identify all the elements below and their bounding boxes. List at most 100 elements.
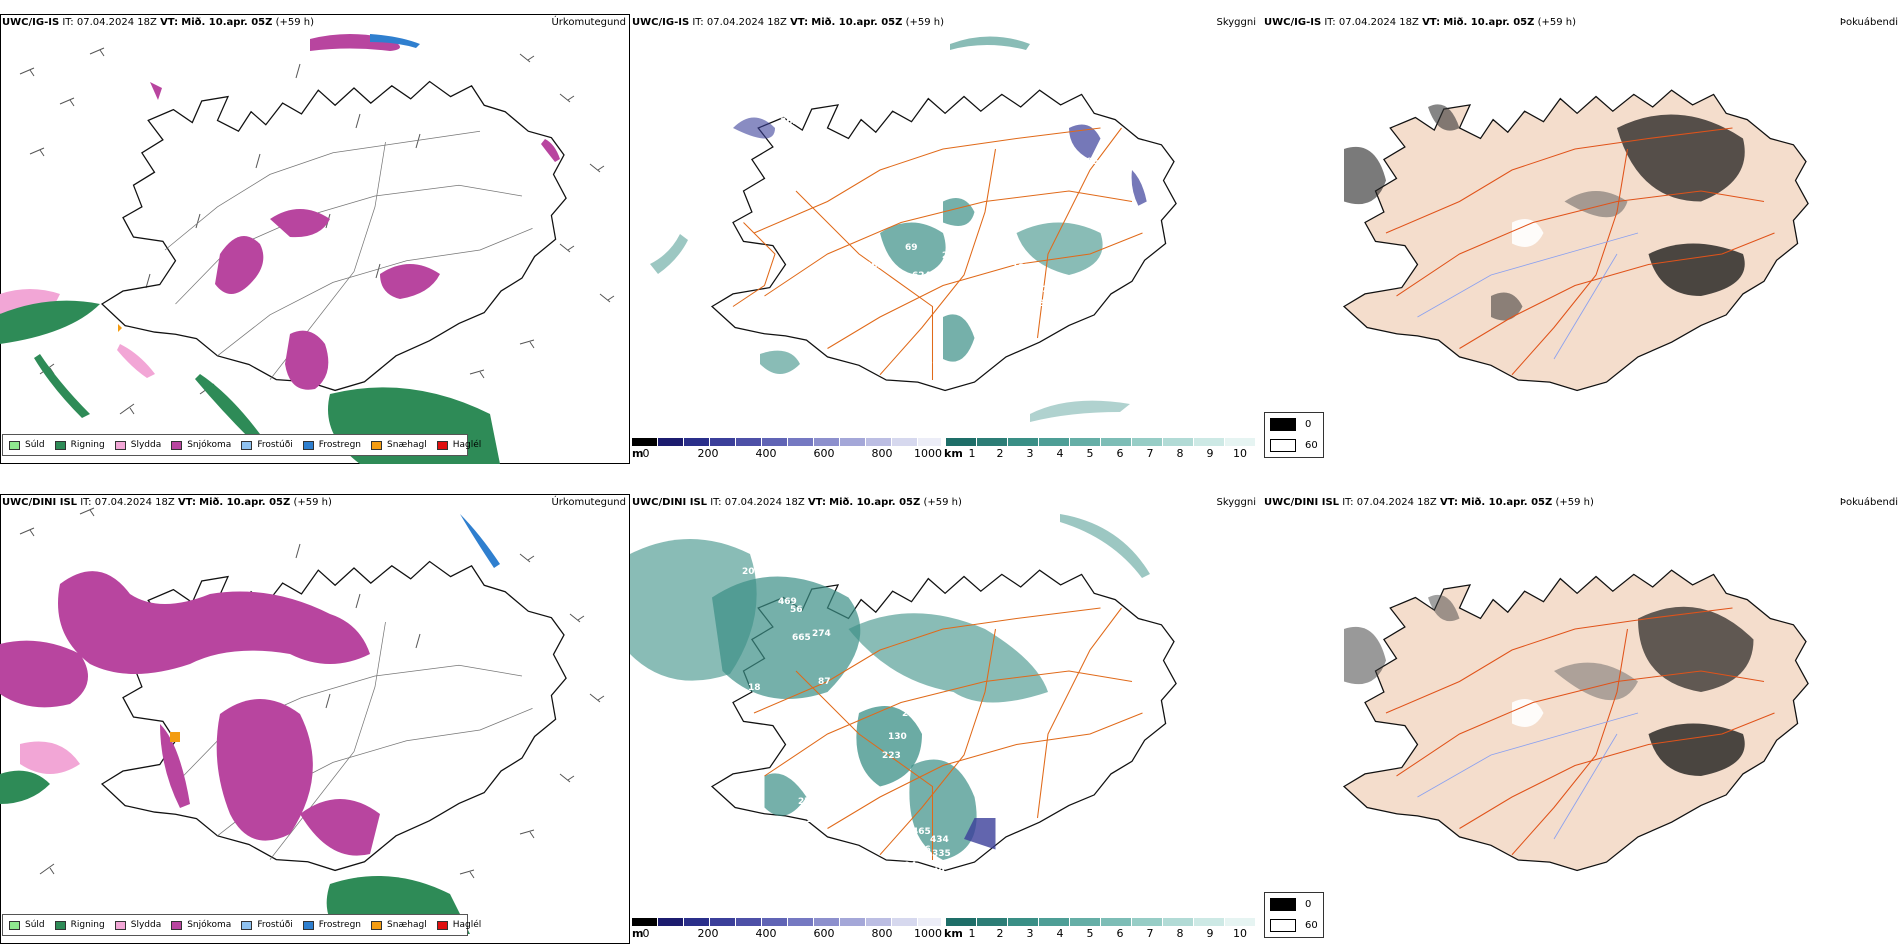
cloud-base-unit-top: m <box>632 447 644 460</box>
title-bottom-right: UWC/DINI ISL IT: 07.04.2024 18Z VT: Mið.… <box>1264 497 1594 508</box>
fog-map-canvas-top <box>1343 89 1809 392</box>
cloud-number-labels-top: 362 40 121 105 69 269 624 374 239 183 112 440 278 547… <box>780 117 1099 410</box>
cloud-base-label: 223 <box>882 751 901 761</box>
legend-slydda: Slydda <box>114 440 161 450</box>
tick: 4 <box>1056 447 1064 460</box>
tick: 200 <box>697 927 719 940</box>
legend-snaehagl: Snæhagl <box>371 920 427 930</box>
title-top-right: UWC/IG-IS IT: 07.04.2024 18Z VT: Mið. 10… <box>1264 17 1576 28</box>
cloud-base-label: 400 <box>920 359 939 369</box>
tick: 400 <box>755 447 777 460</box>
tick: 0 <box>642 447 650 460</box>
cloud-base-label: 547 <box>1070 307 1089 317</box>
tick: 400 <box>755 927 777 940</box>
visibility-map-bottom: 449 208 617 469 56 274 665 87 18 243 130 223 446 278 1… <box>630 494 1260 944</box>
tick: 200 <box>697 447 719 460</box>
fog-map-bottom: UWC/DINI ISL IT: 07.04.2024 18Z VT: Mið.… <box>1262 494 1900 944</box>
fog-legend-max: 60 <box>1305 920 1318 931</box>
cloud-base-colorbar-top: m 0 200 400 600 800 1000 <box>632 438 944 462</box>
cloud-base-label: 349 <box>926 867 945 877</box>
legend-haglel: Haglél <box>436 440 481 450</box>
cloud-base-label: 269 <box>865 261 884 271</box>
legend-snaehagl: Snæhagl <box>371 440 427 450</box>
precip-label-top: Úrkomutegund <box>551 17 626 28</box>
precip-map-canvas-bottom <box>0 507 605 934</box>
precip-type-map-top: UWC/IG-IS IT: 07.04.2024 18Z VT: Mið. 10… <box>0 14 630 464</box>
cloud-base-label: 208 <box>742 567 761 577</box>
wind-barbs <box>19 47 615 419</box>
cloud-base-label: 436 <box>912 845 931 855</box>
tick: 0 <box>642 927 650 940</box>
tick: 5 <box>1086 447 1094 460</box>
visibility-unit-bottom: km <box>944 927 963 940</box>
cloud-base-label: 335 <box>932 849 951 859</box>
tick: 10 <box>1233 447 1247 460</box>
cloud-base-label: 465 <box>912 827 931 837</box>
tick: 6 <box>1116 447 1124 460</box>
tick: 4 <box>1056 927 1064 940</box>
precip-legend-bottom: Súld Rigning Slydda Snjókoma Frostúði Fr… <box>2 914 481 936</box>
title-bottom-middle: UWC/DINI ISL IT: 07.04.2024 18Z VT: Mið.… <box>632 497 962 508</box>
tick: 2 <box>996 927 1004 940</box>
precip-legend-top: Súld Rigning Slydda Snjókoma Frostúði Fr… <box>2 434 481 456</box>
tick: 8 <box>1176 447 1184 460</box>
cloud-base-label: 334 <box>914 387 933 397</box>
tick: 6 <box>1116 927 1124 940</box>
cloud-base-label: 665 <box>792 633 811 643</box>
tick: 1 <box>968 927 976 940</box>
cloud-base-label: 69 <box>905 243 918 253</box>
tick: 3 <box>1026 927 1034 940</box>
cloud-base-label: 239 <box>942 251 961 261</box>
legend-frostudi: Frostúði <box>241 440 293 450</box>
visibility-unit-top: km <box>944 447 963 460</box>
cloud-base-label: 18 <box>748 683 761 693</box>
visibility-colorbar-top: km 1 2 3 4 5 6 7 8 9 10 <box>944 438 1260 462</box>
tick: 7 <box>1146 927 1154 940</box>
cloud-base-label: 40 <box>1040 125 1053 135</box>
title-top-left: UWC/IG-IS IT: 07.04.2024 18Z VT: Mið. 10… <box>2 17 314 28</box>
legend-frostudi: Frostúði <box>241 920 293 930</box>
cloud-base-label: 278 <box>798 797 817 807</box>
cloud-base-colorbar-bottom: m 0 200 400 600 800 1000 <box>632 918 944 942</box>
cloud-base-label: 87 <box>818 677 831 687</box>
tick: 800 <box>871 447 893 460</box>
cloud-base-label: 484 <box>942 879 961 889</box>
cloud-base-label: 440 <box>1050 283 1069 293</box>
precip-patches <box>0 34 560 464</box>
precip-type-map-bottom: UWC/DINI ISL IT: 07.04.2024 18Z VT: Mið.… <box>0 494 630 944</box>
cloud-base-label: 278 <box>1026 299 1045 309</box>
title-top-middle: UWC/IG-IS IT: 07.04.2024 18Z VT: Mið. 10… <box>632 17 944 28</box>
visibility-colorbar-bottom: km 1 2 3 4 5 6 7 8 9 10 <box>944 918 1260 942</box>
road-lines <box>732 127 1143 380</box>
legend-frostregn: Frostregn <box>302 440 361 450</box>
tick: 800 <box>871 927 893 940</box>
cloud-base-label: 469 <box>778 597 797 607</box>
legend-sulda: Súld <box>9 440 45 450</box>
cloud-base-label: 446 <box>948 703 967 713</box>
tick: 10 <box>1233 927 1247 940</box>
legend-snjokoma: Snjókoma <box>171 920 231 930</box>
fog-label-top: Þokuábendi <box>1839 17 1898 28</box>
fog-patches <box>1344 104 1745 321</box>
tick: 9 <box>1206 927 1214 940</box>
legend-rigning: Rigning <box>54 920 105 930</box>
legend-slydda: Slydda <box>114 920 161 930</box>
tick: 1000 <box>914 447 942 460</box>
fog-legend-min: 0 <box>1305 419 1312 430</box>
tick: 5 <box>1086 927 1094 940</box>
cloud-base-label: 130 <box>888 732 907 742</box>
fog-legend-top: 0 60 <box>1264 412 1324 458</box>
visibility-label-top: Skyggni <box>1216 17 1256 28</box>
fog-map-canvas-bottom <box>1343 569 1809 872</box>
cloud-base-label: 94 <box>904 861 917 871</box>
fog-legend-max: 60 <box>1305 440 1318 451</box>
cloud-base-label: 617 <box>822 569 841 579</box>
cloud-base-label: 624 <box>912 271 931 281</box>
visibility-map-canvas-top: 362 40 121 105 69 269 624 374 239 183 112 440 278 547… <box>650 36 1177 422</box>
visibility-map-top: 362 40 121 105 69 269 624 374 239 183 112 440 278 547… <box>630 14 1260 464</box>
tick: 1 <box>968 447 976 460</box>
cloud-base-label: 56 <box>790 605 803 615</box>
precip-patches <box>0 514 500 934</box>
tick: 2 <box>996 447 1004 460</box>
